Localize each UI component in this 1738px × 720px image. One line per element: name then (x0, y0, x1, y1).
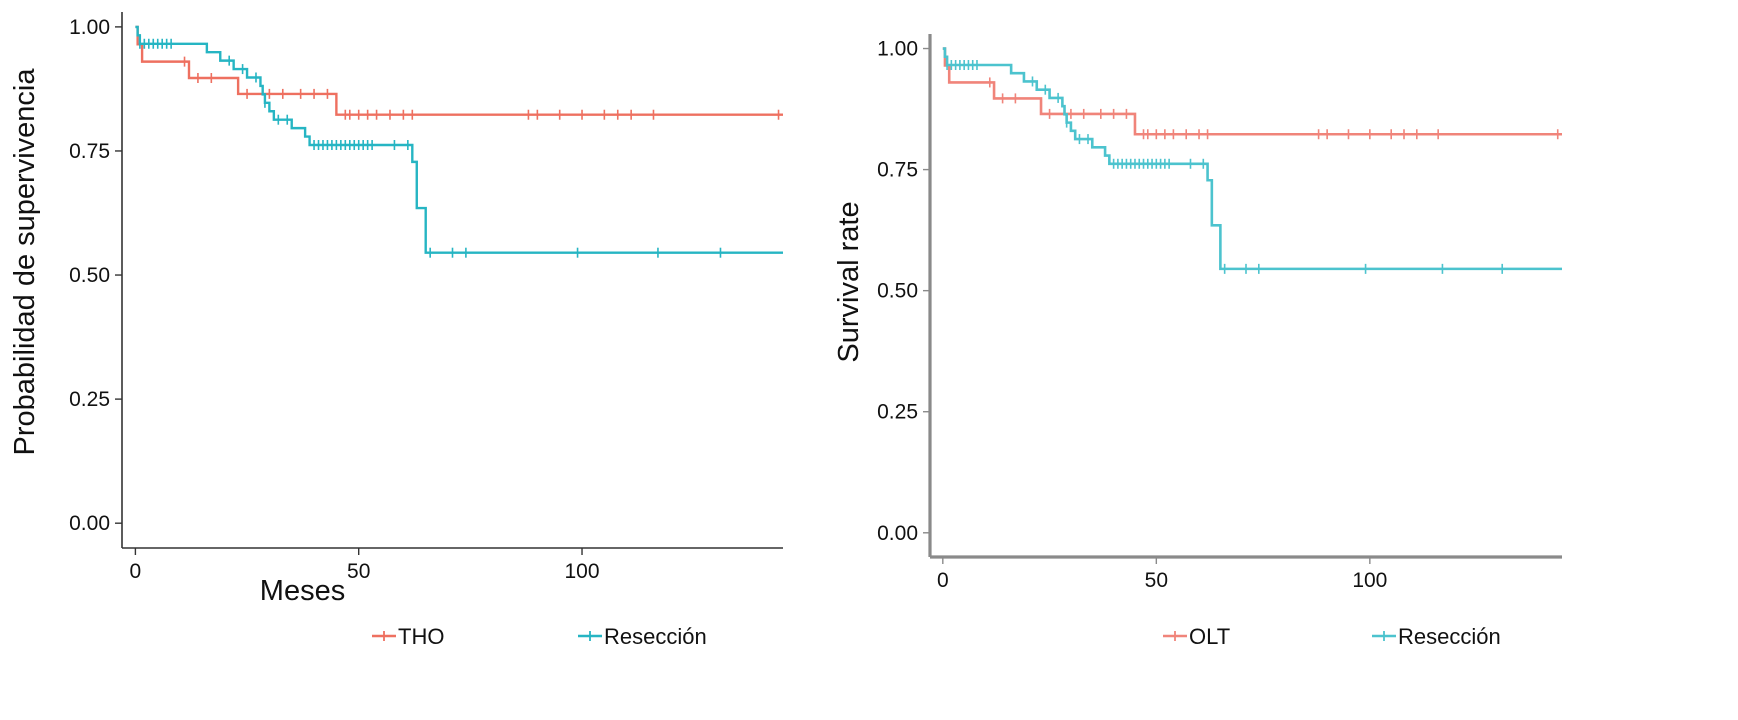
series-line-1 (135, 25, 783, 254)
y-tick-label: 0.75 (877, 159, 918, 182)
legend-label: Resección (604, 624, 707, 649)
x-tick-label: 0 (130, 560, 142, 583)
y-tick-label: 0.00 (877, 522, 918, 545)
y-tick-label: 0.50 (877, 280, 918, 303)
x-tick-label: 50 (1145, 569, 1168, 592)
legend-label: OLT (1189, 624, 1230, 649)
x-tick-label: 50 (347, 560, 370, 583)
y-tick-label: 0.75 (69, 140, 110, 163)
x-tick-label: 0 (937, 569, 949, 592)
y-tick-label: 0.25 (877, 401, 918, 424)
y-tick-label: 0.00 (69, 512, 110, 535)
y-axis-title: Probabilidad de supervivencia (9, 68, 41, 456)
series-line-0 (135, 25, 783, 116)
x-tick-label: 100 (564, 560, 599, 583)
series-line-1 (942, 47, 1562, 271)
chart-panel-right: 0.00 0.25 0.50 0.75 1.00 0 50 100 Survival rate O… (833, 34, 1562, 649)
x-axis-title: Meses (260, 575, 345, 607)
y-tick-label: 0.50 (69, 264, 110, 287)
y-tick-label: 0.25 (69, 388, 110, 411)
legend-label: Resección (1398, 624, 1501, 649)
y-axis-title: Survival rate (833, 201, 865, 362)
y-tick-label: 1.00 (877, 38, 918, 61)
series-line-0 (942, 47, 1562, 136)
chart-panel-left: 0.00 0.25 0.50 0.75 1.00 0 50 100 Probabilidad d… (9, 12, 783, 649)
y-tick-label: 1.00 (69, 16, 110, 39)
legend-label: THO (398, 624, 444, 649)
x-tick-label: 100 (1352, 569, 1387, 592)
